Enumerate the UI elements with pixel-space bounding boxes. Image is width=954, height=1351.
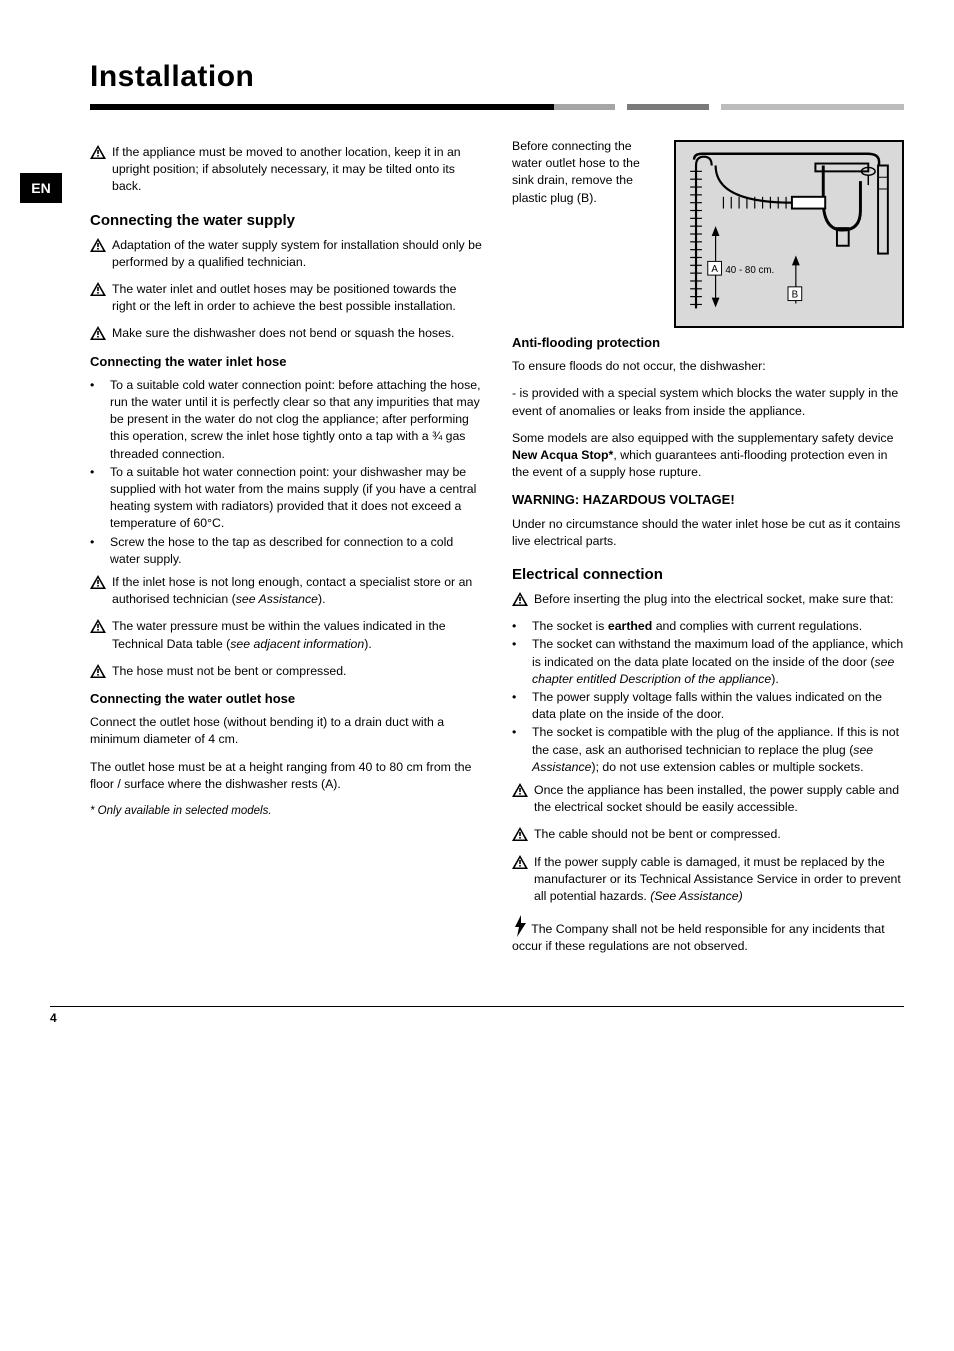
title-rule [90,104,904,110]
warn-elec-cable: The cable should not be bent or compress… [512,826,904,843]
h-flood: Anti-flooding protection [512,334,904,352]
h-connecting-water: Connecting the water supply [90,210,482,231]
warning-icon [90,326,106,340]
warn-elec-access-text: Once the appliance has been installed, t… [534,782,904,816]
lang-badge: EN [20,173,62,203]
warning-icon [90,145,106,159]
warn-inlet-len-text: If the inlet hose is not long enough, co… [112,574,482,608]
asterisk-note: * Only available in selected models. [90,803,482,819]
bolt-note: The Company shall not be held responsibl… [512,915,904,955]
warning-icon [512,827,528,841]
diagram-label-a: A [711,264,718,275]
warn-hose-side-text: The water inlet and outlet hoses may be … [112,281,482,315]
bullet-text: To a suitable cold water connection poin… [110,377,482,463]
bullet-dot: • [90,377,104,463]
diagram-label-b: B [792,290,799,301]
warn-elec-damaged-text: If the power supply cable is damaged, it… [534,854,904,906]
page-number-bottom: 4 [50,1011,57,1025]
h-electrical: Electrical connection [512,564,904,585]
inlet-bullet: •To a suitable cold water connection poi… [90,377,482,463]
bullet-text: The socket is earthed and complies with … [532,618,904,635]
warning-icon [90,575,106,589]
elec-bullet: •The socket can withstand the maximum lo… [512,636,904,688]
warn-tech-text: Adaptation of the water supply system fo… [112,237,482,271]
page-title: Installation [90,60,904,94]
diagram-range: 40 - 80 cm. [725,265,774,276]
inlet-bullet: •Screw the hose to the tap as described … [90,534,482,568]
page-footer: 4 [50,1006,904,1025]
bullet-dot: • [90,534,104,568]
warn-inlet-len: If the inlet hose is not long enough, co… [90,574,482,608]
bullet-dot: • [90,464,104,533]
bullet-text: To a suitable hot water connection point… [110,464,482,533]
inlet-bullet: •To a suitable hot water connection poin… [90,464,482,533]
outlet-p2: The outlet hose must be at a height rang… [90,759,482,793]
h-inlet: Connecting the water inlet hose [90,353,482,371]
warn-hose-side: The water inlet and outlet hoses may be … [90,281,482,315]
warn-move-text: If the appliance must be moved to anothe… [112,144,482,196]
hazard-text: Under no circumstance should the water i… [512,516,904,550]
elec-bullets: • The socket is earthed and complies with… [512,618,904,776]
drain-diagram: A 40 - 80 cm. B [674,140,904,328]
bullet-dot: • [512,689,526,723]
warn-elec-access: Once the appliance has been installed, t… [512,782,904,816]
warn-elec-intro: Before inserting the plug into the elect… [512,591,904,608]
elec-bullet: •The power supply voltage falls within t… [512,689,904,723]
warning-icon [90,238,106,252]
h-outlet: Connecting the water outlet hose [90,690,482,708]
h-hazard: WARNING: HAZARDOUS VOLTAGE! [512,491,904,509]
warn-move: If the appliance must be moved to anothe… [90,144,482,196]
outlet-p1: Connect the outlet hose (without bending… [90,714,482,748]
inlet-bullets: •To a suitable cold water connection poi… [90,377,482,568]
bolt-icon [512,915,528,937]
warning-icon [512,783,528,797]
warn-tech: Adaptation of the water supply system fo… [90,237,482,271]
bullet-text: The socket is compatible with the plug o… [532,724,904,776]
flood-p1: - is provided with a special system whic… [512,385,904,419]
flood-intro: To ensure floods do not occur, the dishw… [512,358,904,375]
right-column: A 40 - 80 cm. B Before connecting th [512,138,904,966]
bullet-text: The power supply voltage falls within th… [532,689,904,723]
flood-p2: Some models are also equipped with the s… [512,430,904,482]
warning-icon [512,592,528,606]
left-column: If the appliance must be moved to anothe… [90,138,482,966]
warning-icon [90,619,106,633]
warn-inlet-bend-text: The hose must not be bent or compressed. [112,663,482,680]
bullet-dot: • [512,618,526,635]
bullet-dot: • [512,636,526,688]
warning-icon [512,855,528,869]
bullet-dot: • [512,724,526,776]
elec-bullet: •The socket is compatible with the plug … [512,724,904,776]
warn-hose-squash-text: Make sure the dishwasher does not bend o… [112,325,482,342]
warning-icon [90,664,106,678]
bullet-text: The socket can withstand the maximum loa… [532,636,904,688]
warning-icon [90,282,106,296]
warn-elec-intro-text: Before inserting the plug into the elect… [534,591,904,608]
warn-inlet-bend: The hose must not be bent or compressed. [90,663,482,680]
warn-inlet-press-text: The water pressure must be within the va… [112,618,482,652]
elec-bullet: • The socket is earthed and complies with… [512,618,904,635]
bullet-text: Screw the hose to the tap as described f… [110,534,482,568]
bolt-note-text: The Company shall not be held responsibl… [512,922,885,953]
warn-inlet-press: The water pressure must be within the va… [90,618,482,652]
warn-elec-cable-text: The cable should not be bent or compress… [534,826,904,843]
warn-hose-squash: Make sure the dishwasher does not bend o… [90,325,482,342]
warn-elec-damaged: If the power supply cable is damaged, it… [512,854,904,906]
